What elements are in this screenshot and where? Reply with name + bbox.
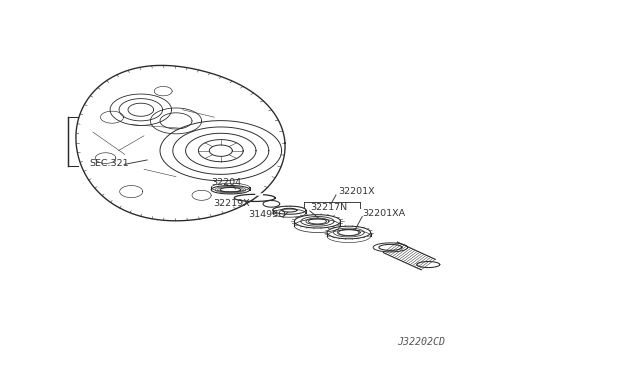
Text: 32217N: 32217N: [310, 203, 347, 212]
Text: J32202CD: J32202CD: [397, 337, 445, 347]
Text: 32201XA: 32201XA: [362, 209, 405, 218]
Text: 32204: 32204: [211, 178, 241, 187]
Text: SEC.321: SEC.321: [90, 158, 129, 167]
Text: 32219X: 32219X: [213, 199, 250, 208]
Text: 31493Q: 31493Q: [249, 210, 286, 219]
Text: 32201X: 32201X: [338, 187, 374, 196]
